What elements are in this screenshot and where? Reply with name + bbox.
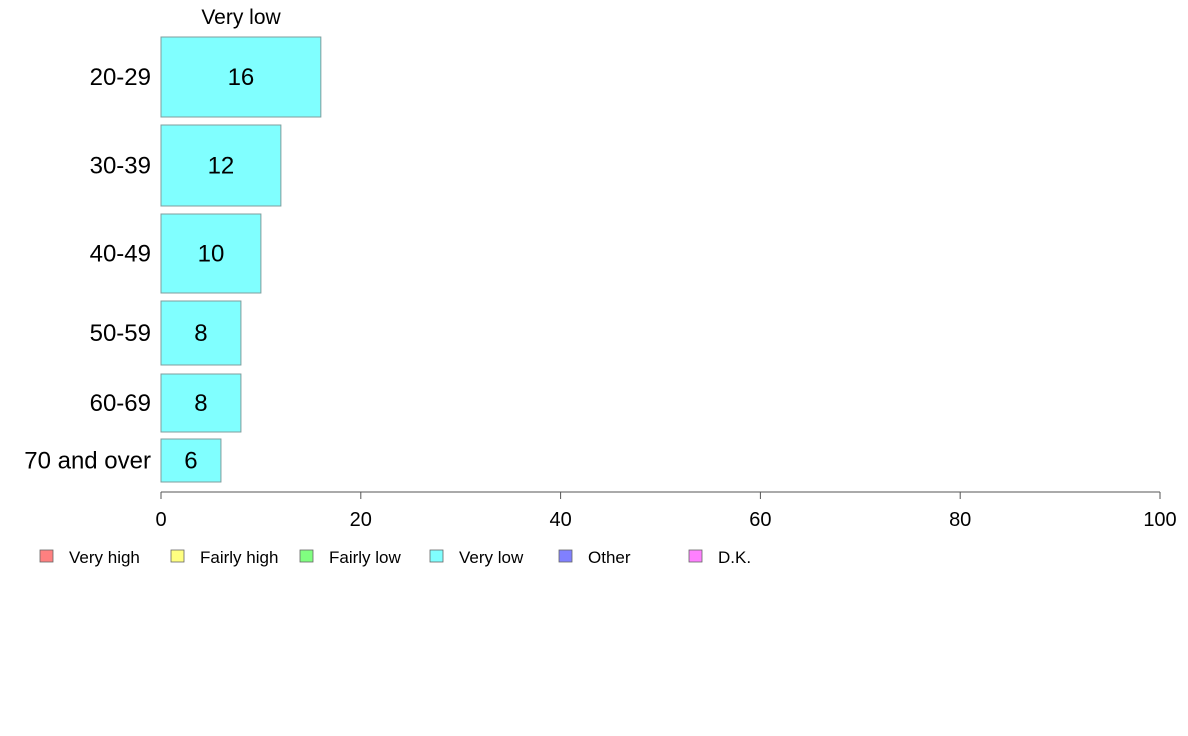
legend-swatch (170, 549, 185, 563)
legend-swatch (688, 549, 703, 563)
legend-label: Fairly low (329, 548, 402, 567)
legend-swatch (558, 549, 573, 563)
category-label: 30-39 (90, 153, 151, 180)
category-label: 20-29 (90, 64, 151, 91)
bars-group: 20-29 16 30-39 12 40-49 10 50-59 8 60-69 8 70 and … (24, 36, 322, 483)
bar (160, 36, 322, 118)
bar (160, 300, 242, 366)
legend-label: D.K. (718, 548, 751, 567)
legend-label: Very high (69, 548, 140, 567)
bar-value-label: 12 (208, 153, 235, 180)
x-tick-label: 100 (1143, 509, 1176, 531)
bar (160, 438, 222, 483)
x-axis: 0 20 40 60 80 100 (155, 491, 1177, 531)
bar-value-label: 16 (228, 64, 255, 91)
x-tick-label: 20 (350, 509, 372, 531)
legend-swatch (39, 549, 54, 563)
x-tick-label: 80 (949, 509, 971, 531)
category-label: 50-59 (90, 320, 151, 347)
bar-value-label: 8 (194, 390, 207, 417)
legend-label: Very low (459, 548, 524, 567)
legend-swatch (429, 549, 444, 563)
x-tick-label: 40 (549, 509, 571, 531)
x-tick-label: 0 (155, 509, 166, 531)
bar-value-label: 6 (184, 448, 197, 475)
category-label: 60-69 (90, 390, 151, 417)
legend: Very high Fairly high Fairly low Very low Ot… (39, 548, 751, 567)
bar (160, 213, 262, 294)
legend-label: Fairly high (200, 548, 278, 567)
bar-value-label: 8 (194, 320, 207, 347)
legend-swatch (299, 549, 314, 563)
category-label: 40-49 (90, 241, 151, 268)
bar (160, 373, 242, 433)
panel-title: Very low (201, 6, 281, 29)
category-label: 70 and over (24, 448, 151, 475)
bar-value-label: 10 (198, 241, 225, 268)
x-tick-label: 60 (749, 509, 771, 531)
legend-label: Other (588, 548, 631, 567)
bar (160, 124, 282, 207)
